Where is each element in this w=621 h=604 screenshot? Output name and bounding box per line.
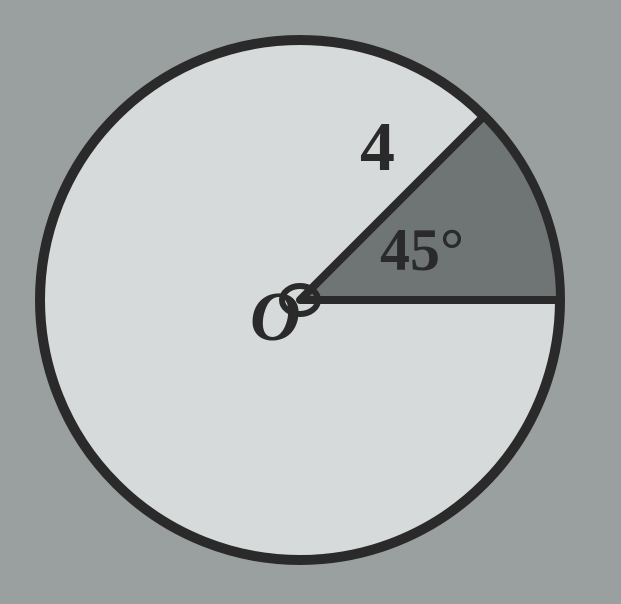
geometry-diagram-svg: 4 45° O — [0, 0, 621, 599]
center-label: O — [250, 279, 301, 356]
radius-label: 4 — [360, 109, 395, 186]
diagram-stage: 4 45° O — [0, 0, 621, 599]
sector-angle-label: 45° — [380, 217, 464, 283]
